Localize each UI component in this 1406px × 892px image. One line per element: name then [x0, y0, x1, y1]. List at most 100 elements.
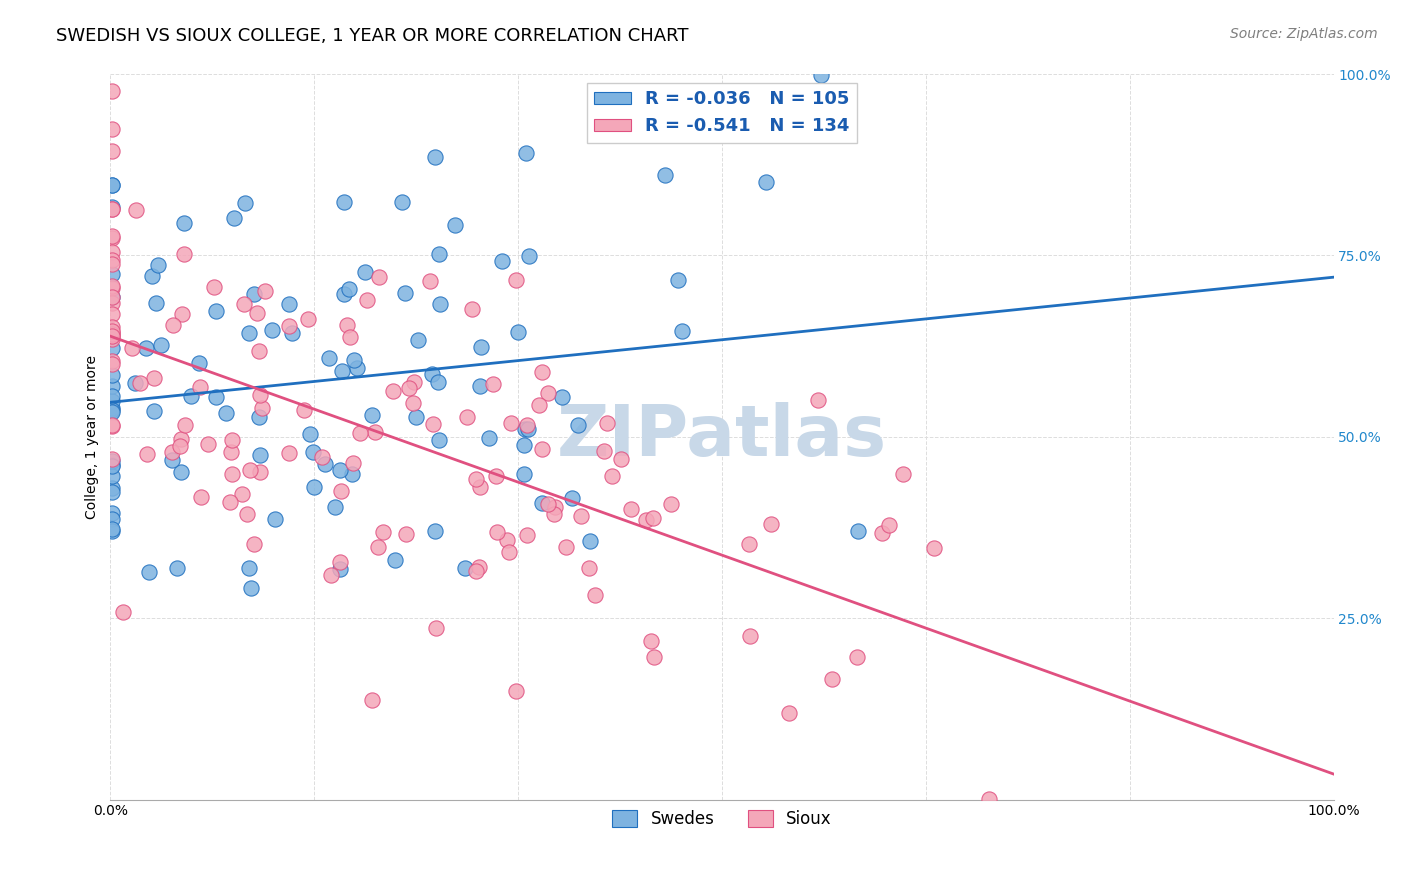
- Sioux: [100, 244, 122, 259]
- Sioux: [641, 511, 664, 525]
- Sioux: [501, 416, 523, 430]
- Swedes: [561, 491, 583, 505]
- Swedes: [325, 500, 347, 515]
- Sioux: [100, 252, 122, 267]
- Swedes: [298, 426, 321, 441]
- Sioux: [336, 318, 359, 332]
- Sioux: [470, 480, 492, 494]
- Sioux: [100, 202, 122, 217]
- Sioux: [247, 344, 270, 359]
- Sioux: [292, 403, 315, 417]
- Sioux: [367, 540, 389, 554]
- Sioux: [136, 446, 159, 460]
- Swedes: [470, 340, 492, 354]
- Sioux: [740, 628, 762, 642]
- Sioux: [578, 561, 600, 575]
- Swedes: [579, 534, 602, 549]
- Swedes: [180, 388, 202, 402]
- Swedes: [755, 175, 778, 189]
- Y-axis label: College, 1 year or more: College, 1 year or more: [86, 355, 100, 519]
- Swedes: [333, 194, 356, 209]
- Swedes: [846, 524, 869, 539]
- Sioux: [100, 354, 122, 368]
- Sioux: [759, 516, 782, 531]
- Swedes: [478, 431, 501, 445]
- Swedes: [314, 457, 336, 471]
- Swedes: [215, 406, 238, 420]
- Sioux: [381, 384, 404, 398]
- Swedes: [329, 463, 352, 477]
- Swedes: [513, 467, 536, 481]
- Swedes: [513, 422, 536, 436]
- Sioux: [537, 497, 560, 511]
- Sioux: [846, 650, 869, 665]
- Swedes: [145, 296, 167, 310]
- Sioux: [221, 434, 243, 448]
- Swedes: [150, 338, 173, 352]
- Sioux: [172, 307, 194, 321]
- Swedes: [429, 297, 451, 311]
- Swedes: [100, 468, 122, 483]
- Swedes: [516, 422, 538, 436]
- Sioux: [402, 376, 425, 390]
- Sioux: [231, 487, 253, 501]
- Sioux: [100, 307, 122, 321]
- Sioux: [100, 357, 122, 371]
- Sioux: [112, 605, 135, 619]
- Swedes: [337, 282, 360, 296]
- Sioux: [516, 528, 538, 542]
- Swedes: [141, 268, 163, 283]
- Swedes: [238, 326, 260, 340]
- Sioux: [129, 376, 152, 390]
- Sioux: [496, 533, 519, 548]
- Sioux: [233, 297, 256, 311]
- Swedes: [506, 325, 529, 339]
- Swedes: [100, 178, 122, 192]
- Sioux: [422, 417, 444, 431]
- Swedes: [100, 506, 122, 520]
- Swedes: [281, 326, 304, 341]
- Sioux: [100, 326, 122, 340]
- Swedes: [100, 200, 122, 214]
- Sioux: [329, 555, 352, 569]
- Swedes: [100, 268, 122, 282]
- Sioux: [162, 318, 184, 333]
- Swedes: [346, 361, 368, 376]
- Swedes: [426, 375, 449, 389]
- Sioux: [219, 444, 242, 458]
- Swedes: [100, 458, 122, 473]
- Sioux: [368, 270, 391, 285]
- Swedes: [353, 265, 375, 279]
- Sioux: [143, 371, 166, 385]
- Sioux: [530, 442, 553, 457]
- Swedes: [100, 458, 122, 472]
- Sioux: [188, 380, 211, 394]
- Swedes: [100, 485, 122, 500]
- Sioux: [221, 467, 243, 481]
- Swedes: [360, 409, 382, 423]
- Sioux: [173, 417, 195, 432]
- Swedes: [100, 405, 122, 419]
- Sioux: [364, 425, 387, 439]
- Sioux: [100, 278, 122, 293]
- Sioux: [870, 525, 893, 540]
- Sioux: [329, 484, 352, 499]
- Sioux: [100, 122, 122, 136]
- Swedes: [470, 379, 492, 393]
- Sioux: [419, 274, 441, 288]
- Swedes: [138, 565, 160, 579]
- Sioux: [620, 502, 643, 516]
- Swedes: [100, 178, 122, 192]
- Swedes: [530, 496, 553, 510]
- Sioux: [371, 525, 394, 540]
- Sioux: [249, 465, 271, 479]
- Sioux: [977, 792, 1000, 806]
- Sioux: [461, 301, 484, 316]
- Swedes: [100, 524, 122, 539]
- Sioux: [592, 444, 614, 458]
- Sioux: [398, 381, 420, 395]
- Swedes: [143, 404, 166, 418]
- Swedes: [427, 433, 450, 447]
- Swedes: [343, 352, 366, 367]
- Sioux: [277, 446, 299, 460]
